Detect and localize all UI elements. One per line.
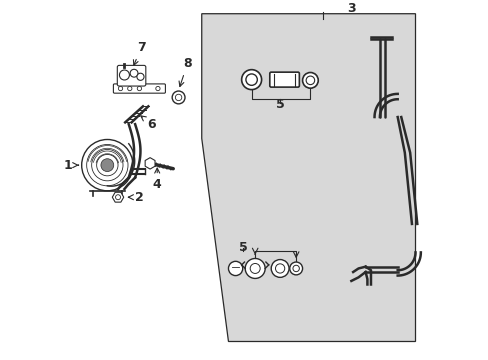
Circle shape <box>119 70 129 80</box>
Circle shape <box>127 86 132 91</box>
Polygon shape <box>202 14 415 342</box>
FancyBboxPatch shape <box>117 66 145 86</box>
Text: 6: 6 <box>141 116 156 131</box>
Circle shape <box>271 260 288 277</box>
Circle shape <box>118 86 122 91</box>
Text: 4: 4 <box>153 168 161 191</box>
Text: 2: 2 <box>128 191 143 204</box>
Text: 5: 5 <box>275 98 284 111</box>
Circle shape <box>130 69 138 77</box>
Polygon shape <box>145 158 155 169</box>
FancyBboxPatch shape <box>113 84 165 93</box>
Circle shape <box>228 261 242 276</box>
Circle shape <box>156 86 160 91</box>
Circle shape <box>302 72 318 88</box>
Text: 7: 7 <box>133 41 145 65</box>
Text: 8: 8 <box>179 57 191 86</box>
Polygon shape <box>112 192 123 202</box>
Circle shape <box>101 159 114 172</box>
Circle shape <box>137 73 144 80</box>
Circle shape <box>137 86 141 91</box>
Text: 5: 5 <box>239 240 247 253</box>
Circle shape <box>81 139 133 191</box>
Text: 1: 1 <box>64 159 78 172</box>
Text: 3: 3 <box>346 2 355 15</box>
Circle shape <box>241 69 261 90</box>
Circle shape <box>244 258 264 278</box>
Circle shape <box>289 262 302 275</box>
FancyBboxPatch shape <box>269 72 299 87</box>
Circle shape <box>172 91 184 104</box>
